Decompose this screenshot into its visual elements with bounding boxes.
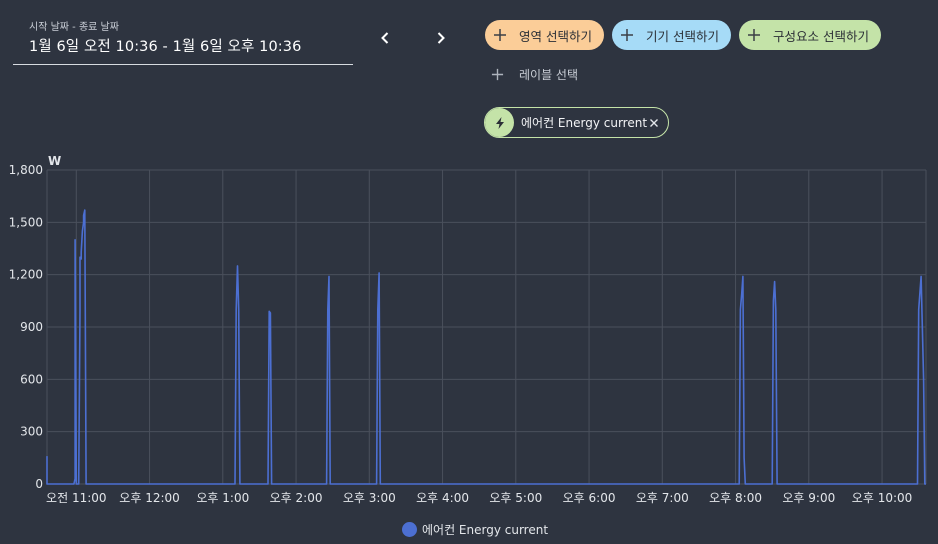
chevron-left-icon [381, 32, 389, 44]
selected-entity-name: 에어컨 Energy current [521, 116, 648, 130]
select-device-button[interactable]: 기기 선택하기 [612, 20, 731, 50]
x-tick-label: 오후 1:00 [196, 491, 249, 505]
plus-icon [491, 68, 504, 80]
y-tick-label: 1,500 [9, 215, 43, 229]
legend-series-name: 에어컨 Energy current [422, 522, 549, 537]
date-range-picker[interactable]: 시작 날짜 - 종료 날짜 1월 6일 오전 10:36 - 1월 6일 오후 … [13, 12, 353, 65]
y-tick-label: 600 [20, 372, 43, 386]
select-entity-button[interactable]: 구성요소 선택하기 [739, 20, 881, 50]
date-range-label: 시작 날짜 - 종료 날짜 [29, 22, 119, 33]
x-tick-label: 오후 12:00 [119, 491, 179, 505]
x-tick-label: 오후 2:00 [270, 491, 323, 505]
entity-avatar [485, 108, 514, 137]
series-line[interactable] [46, 209, 926, 485]
series-color-swatch [402, 521, 417, 537]
previous-period-button[interactable] [371, 24, 399, 52]
y-tick-label: 1,200 [9, 268, 43, 282]
energy-chart[interactable]: 0 300 600 900 1,200 1,500 1,800 오전 11:00 오후 12:0… [0, 150, 938, 510]
x-tick-label: 오후 5:00 [489, 491, 542, 505]
close-icon[interactable] [648, 117, 660, 129]
select-entity-label: 구성요소 선택하기 [773, 28, 869, 44]
x-tick-label: 오후 6:00 [563, 491, 616, 505]
y-tick-label: 1,800 [9, 163, 43, 177]
select-device-label: 기기 선택하기 [646, 28, 719, 44]
y-tick-label: 300 [20, 425, 43, 439]
flash-icon [495, 116, 504, 129]
date-range-value: 1월 6일 오전 10:36 - 1월 6일 오후 10:36 [29, 39, 302, 55]
x-tick-label: 오후 4:00 [416, 491, 469, 505]
x-tick-label: 오후 8:00 [709, 491, 762, 505]
y-tick-label: 0 [35, 477, 43, 491]
x-tick-label: 오후 9:00 [782, 491, 835, 505]
plus-icon [748, 29, 760, 41]
selected-entity-chip[interactable]: 에어컨 Energy current [484, 107, 669, 138]
x-tick-label: 오후 3:00 [343, 491, 396, 505]
plus-icon [494, 29, 506, 41]
plus-icon [621, 29, 633, 41]
y-axis-unit-label: W [48, 154, 61, 168]
chevron-right-icon [437, 32, 445, 44]
y-tick-label: 900 [20, 320, 43, 334]
select-area-button[interactable]: 영역 선택하기 [485, 20, 604, 50]
chart-legend-item[interactable]: 에어컨 Energy current [402, 520, 548, 538]
x-tick-label: 오후 10:00 [852, 491, 912, 505]
x-tick-label: 오후 7:00 [636, 491, 689, 505]
x-tick-label: 오전 11:00 [46, 491, 106, 505]
select-area-label: 영역 선택하기 [519, 28, 592, 44]
select-label-text: 레이블 선택 [519, 67, 579, 82]
next-period-button[interactable] [427, 24, 455, 52]
select-label-button[interactable]: 레이블 선택 [491, 64, 578, 84]
